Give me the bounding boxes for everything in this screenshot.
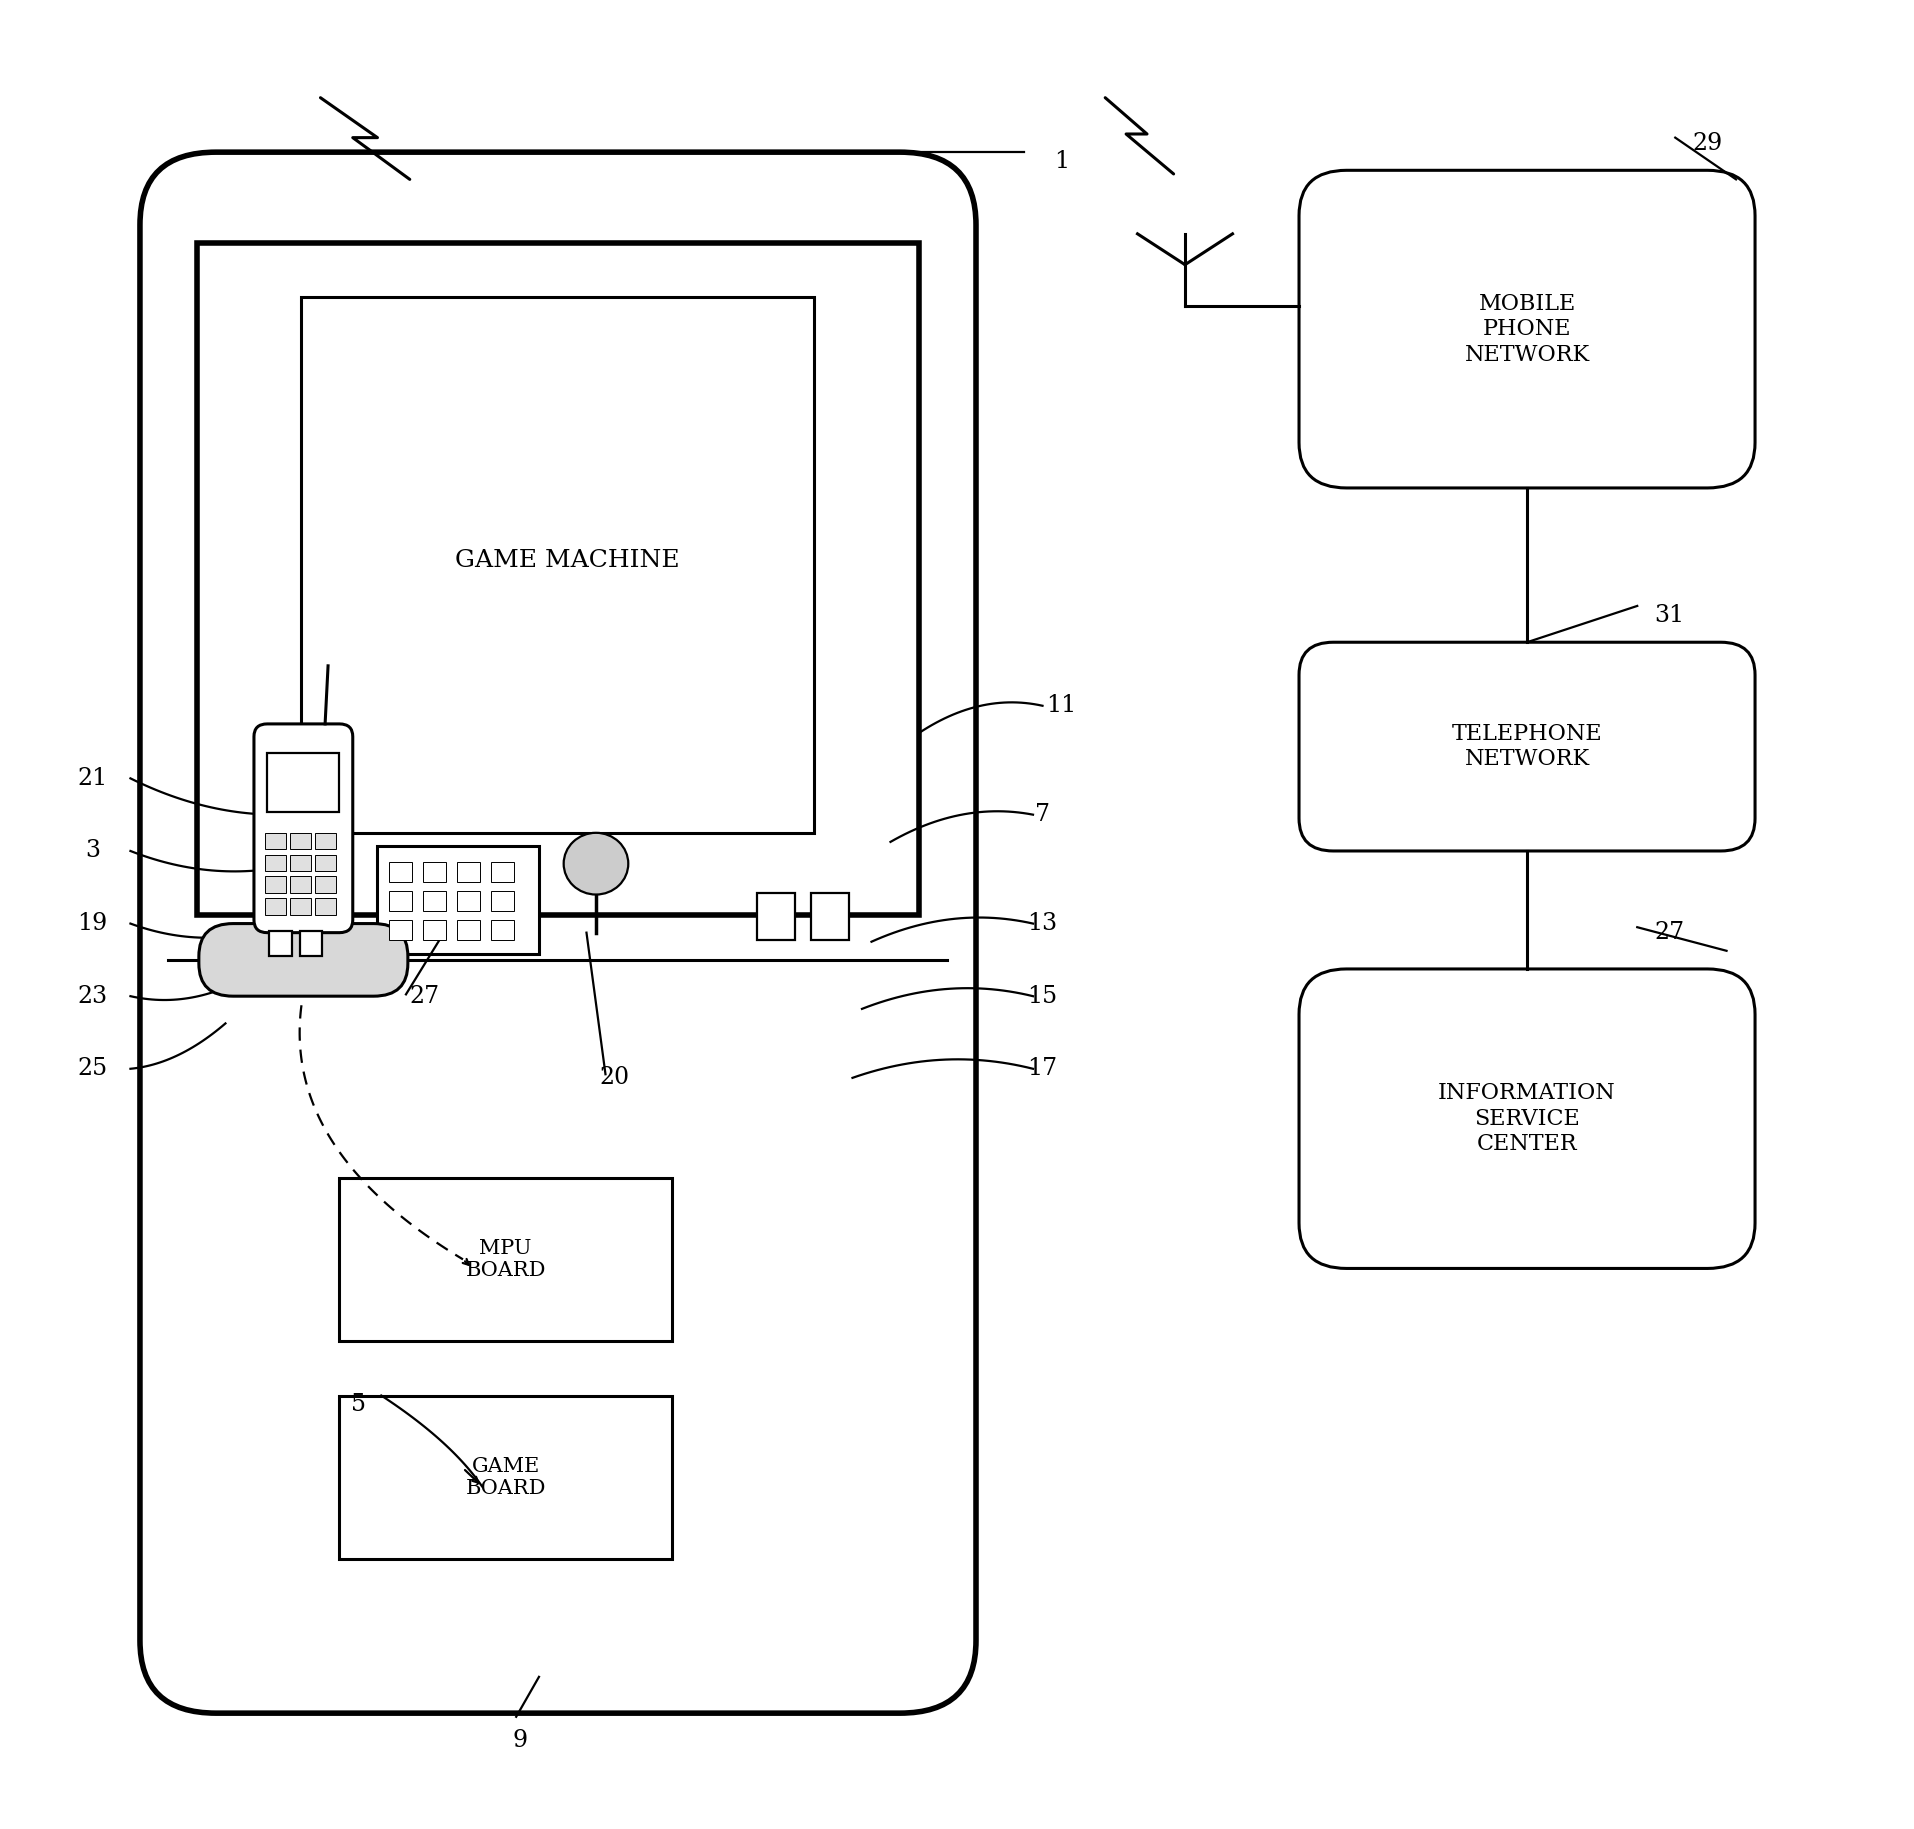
Text: 3: 3: [84, 840, 100, 863]
Text: GAME MACHINE: GAME MACHINE: [456, 549, 679, 572]
FancyBboxPatch shape: [1300, 642, 1755, 850]
Text: 1: 1: [1055, 150, 1070, 172]
Text: 31: 31: [1654, 604, 1684, 627]
Bar: [270, 931, 293, 957]
FancyBboxPatch shape: [140, 152, 976, 1714]
Bar: [492, 861, 515, 882]
Text: 25: 25: [77, 1057, 107, 1081]
Bar: [389, 920, 412, 940]
Text: TELEPHONE
NETWORK: TELEPHONE NETWORK: [1451, 722, 1602, 770]
Bar: [197, 243, 919, 914]
Bar: [339, 1396, 672, 1558]
Text: MPU
BOARD: MPU BOARD: [465, 1238, 545, 1280]
Circle shape: [565, 832, 628, 894]
Bar: [812, 893, 848, 940]
Bar: [268, 754, 339, 812]
Bar: [389, 861, 412, 882]
Text: INFORMATION
SERVICE
CENTER: INFORMATION SERVICE CENTER: [1437, 1083, 1615, 1156]
Text: 21: 21: [77, 766, 107, 790]
FancyBboxPatch shape: [255, 724, 352, 933]
Text: GAME
BOARD: GAME BOARD: [465, 1456, 545, 1498]
Bar: [758, 893, 796, 940]
Bar: [457, 861, 480, 882]
Bar: [302, 298, 815, 832]
Bar: [314, 898, 335, 914]
Bar: [300, 931, 322, 957]
Text: 23: 23: [77, 984, 107, 1008]
FancyBboxPatch shape: [1300, 969, 1755, 1269]
Bar: [266, 876, 287, 893]
Bar: [291, 898, 310, 914]
Text: 15: 15: [1028, 984, 1058, 1008]
Bar: [457, 891, 480, 911]
Text: 20: 20: [599, 1066, 630, 1090]
Bar: [339, 1178, 672, 1341]
Bar: [266, 854, 287, 871]
Bar: [291, 854, 310, 871]
Bar: [314, 876, 335, 893]
Text: 13: 13: [1028, 913, 1058, 935]
Text: 11: 11: [1047, 695, 1078, 717]
Bar: [291, 876, 310, 893]
Text: 29: 29: [1692, 132, 1723, 155]
Bar: [389, 891, 412, 911]
Bar: [291, 832, 310, 849]
Text: 9: 9: [513, 1728, 528, 1752]
Bar: [492, 920, 515, 940]
Text: 27: 27: [410, 984, 440, 1008]
Text: MOBILE
PHONE
NETWORK: MOBILE PHONE NETWORK: [1464, 293, 1591, 366]
Bar: [314, 832, 335, 849]
Bar: [314, 854, 335, 871]
FancyBboxPatch shape: [1300, 170, 1755, 488]
Bar: [423, 861, 446, 882]
Bar: [492, 891, 515, 911]
Text: 5: 5: [350, 1394, 366, 1416]
Text: 27: 27: [1654, 922, 1684, 944]
Bar: [423, 891, 446, 911]
Bar: [457, 920, 480, 940]
Bar: [423, 920, 446, 940]
Text: 7: 7: [1035, 803, 1051, 827]
Bar: [377, 845, 540, 955]
Text: 19: 19: [77, 913, 107, 935]
Bar: [266, 832, 287, 849]
FancyBboxPatch shape: [199, 924, 408, 997]
Bar: [266, 898, 287, 914]
Text: 17: 17: [1028, 1057, 1058, 1081]
